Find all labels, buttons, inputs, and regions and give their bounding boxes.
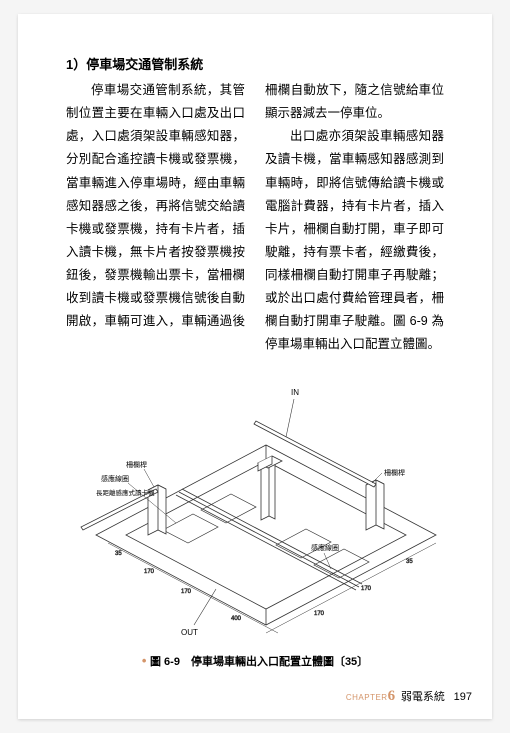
label-in: IN [291, 388, 299, 397]
svg-text:170: 170 [314, 611, 325, 617]
page: 1）停車場交通管制系統 停車場交通管制系統，其管制位置主要在車輛入口處及出口處，… [18, 14, 492, 719]
section-heading: 1）停車場交通管制系統 [66, 54, 444, 73]
svg-text:170: 170 [361, 586, 372, 592]
figure-diagram: IN OUT 柵欄桿 柵欄桿 感應線圈 感應線圈 長距離感應式讀卡機 35 17… [66, 375, 444, 645]
chapter-name: 弱電系統 [401, 691, 445, 703]
svg-text:400: 400 [231, 616, 242, 622]
label-out: OUT [181, 628, 198, 637]
svg-text:35: 35 [115, 551, 122, 557]
label-reader: 長距離感應式讀卡機 [96, 488, 155, 497]
svg-text:170: 170 [181, 589, 192, 595]
body-text: 停車場交通管制系統，其管制位置主要在車輛入口處及出口處，入口處須架設車輛感知器，… [66, 79, 444, 357]
svg-text:170: 170 [144, 569, 155, 575]
page-number: 197 [454, 691, 472, 703]
figure-caption: 圖 6-9 停車場車輛出入口配置立體圖〔35〕 [66, 653, 444, 669]
svg-text:35: 35 [406, 559, 413, 565]
chapter-number: 6 [388, 688, 396, 704]
paragraph: 出口處亦須架設車輛感知器及讀卡機，當車輛感知器感測到車輛時，即將信號傳給讀卡機或… [265, 125, 444, 356]
label-sensor-loop: 感應線圈 [101, 474, 129, 483]
label-barrier: 柵欄桿 [384, 468, 405, 477]
page-footer: CHAPTER6 弱電系統 197 [346, 688, 472, 705]
chapter-label: CHAPTER [346, 693, 388, 702]
label-sensor-loop: 感應線圈 [311, 543, 339, 552]
label-barrier: 柵欄桿 [126, 460, 147, 469]
